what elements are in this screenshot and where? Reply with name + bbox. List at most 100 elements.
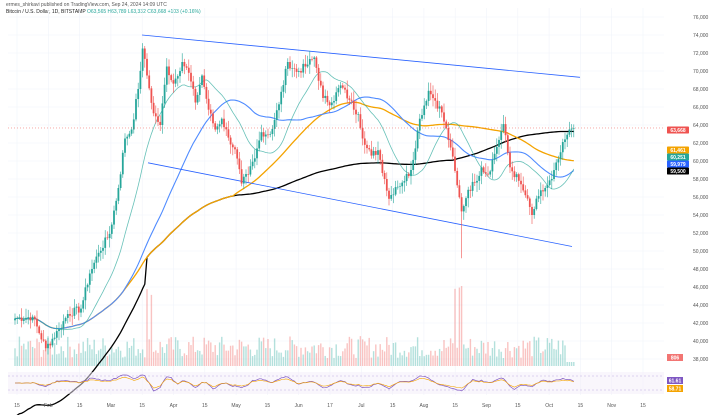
volume-bar xyxy=(412,346,414,366)
x-tick-label: Sep xyxy=(482,403,491,409)
candle-body xyxy=(421,115,423,119)
candle-body xyxy=(273,120,276,129)
y-tick-label: 64,000 xyxy=(693,123,709,129)
candle-body xyxy=(390,194,393,199)
volume-bar xyxy=(89,344,91,366)
volume-bar xyxy=(300,347,302,366)
candle-body xyxy=(506,135,509,153)
volume-bar xyxy=(559,354,562,366)
volume-bar xyxy=(34,348,36,366)
candle-body xyxy=(333,101,335,103)
volume-bar xyxy=(524,348,527,366)
candle-body xyxy=(22,319,25,321)
volume-bar xyxy=(273,338,276,366)
candle-body xyxy=(372,151,375,156)
volume-bar xyxy=(359,336,362,366)
volume-bar xyxy=(251,356,254,366)
volume-bar xyxy=(315,353,318,366)
volume-bar xyxy=(238,339,241,366)
volume-bar xyxy=(414,346,417,366)
candle-body xyxy=(77,306,80,313)
candle-body xyxy=(181,62,184,72)
candle-body xyxy=(163,84,166,104)
volume-bar xyxy=(392,343,395,366)
volume-bar xyxy=(168,338,170,366)
volume-bar xyxy=(126,341,128,366)
candle-body xyxy=(381,159,384,174)
candle-body xyxy=(511,167,514,172)
candle-body xyxy=(187,67,190,73)
candle-body xyxy=(146,58,148,76)
volume-bar xyxy=(324,355,326,366)
candle-body xyxy=(262,132,265,137)
volume-bar xyxy=(280,352,282,366)
candle-body xyxy=(55,331,58,338)
candle-body xyxy=(324,95,327,98)
candle-body xyxy=(517,174,520,181)
candle-body xyxy=(183,62,186,67)
y-tick-label: 56,000 xyxy=(693,195,709,201)
volume-bar xyxy=(84,351,87,366)
volume-bar xyxy=(350,338,353,366)
candle-body xyxy=(533,209,536,215)
volume-bar xyxy=(27,341,29,366)
candle-body xyxy=(196,94,199,103)
candle-body xyxy=(113,210,115,225)
candle-body xyxy=(539,190,542,197)
candle-body xyxy=(106,237,109,239)
x-tick-label: Mar xyxy=(107,403,116,409)
volume-bar xyxy=(172,349,175,366)
volume-bar xyxy=(199,350,201,366)
volume-bar xyxy=(511,357,513,366)
volume-bar xyxy=(498,349,500,366)
volume-bar xyxy=(399,352,401,366)
volume-bar xyxy=(181,356,183,366)
candle-body xyxy=(550,179,553,181)
candle-body xyxy=(319,80,322,86)
candle-body xyxy=(185,66,188,68)
y-tick-label: 42,000 xyxy=(693,321,709,327)
candle-body xyxy=(572,127,575,129)
candle-body xyxy=(25,317,27,320)
rsi-tag-text: 61.61 xyxy=(669,379,682,385)
candle-body xyxy=(223,118,225,128)
candle-body xyxy=(297,71,300,72)
volume-bar xyxy=(207,340,210,366)
volume-bar xyxy=(562,340,564,366)
candle-body xyxy=(108,233,111,239)
candle-body xyxy=(460,197,463,212)
candle-body xyxy=(515,174,518,178)
volume-bar xyxy=(546,338,549,366)
volume-bar xyxy=(405,356,408,366)
volume-bar xyxy=(100,348,102,366)
volume-bar xyxy=(282,356,285,366)
volume-bar xyxy=(196,350,199,366)
candle-body xyxy=(93,262,96,269)
candle-body xyxy=(429,90,432,95)
x-tick-label: 15 xyxy=(640,403,646,409)
x-tick-label: 15 xyxy=(77,403,83,409)
candle-body xyxy=(308,58,311,65)
candle-body xyxy=(31,316,34,321)
volume-bar xyxy=(86,338,89,366)
candle-body xyxy=(489,171,492,175)
volume-tag-bg xyxy=(667,354,683,361)
volume-bar xyxy=(58,353,60,366)
price-axis[interactable]: 76,000 74,000 72,000 70,000 68,000 66,000 64,0… xyxy=(693,15,709,363)
volume-bar xyxy=(361,339,364,366)
candle-body xyxy=(561,142,564,153)
candle-body xyxy=(102,247,104,251)
time-axis[interactable]: 15 Feb 15 Mar 15 Apr 15 May 15 Jun 17 Jul 15 Aug 15 Sep… xyxy=(14,403,646,409)
volume-bar xyxy=(482,342,485,366)
candle-body xyxy=(357,114,360,115)
candle-body xyxy=(458,185,461,198)
x-tick-label: 15 xyxy=(515,403,521,409)
candle-body xyxy=(456,170,459,186)
price-tag-text: 60,251 xyxy=(670,155,686,161)
rsi-tag-bg xyxy=(667,385,683,392)
volume-bar xyxy=(518,345,520,366)
volume-bar xyxy=(364,341,366,366)
volume-bar xyxy=(216,355,219,366)
candle-body xyxy=(377,150,379,155)
